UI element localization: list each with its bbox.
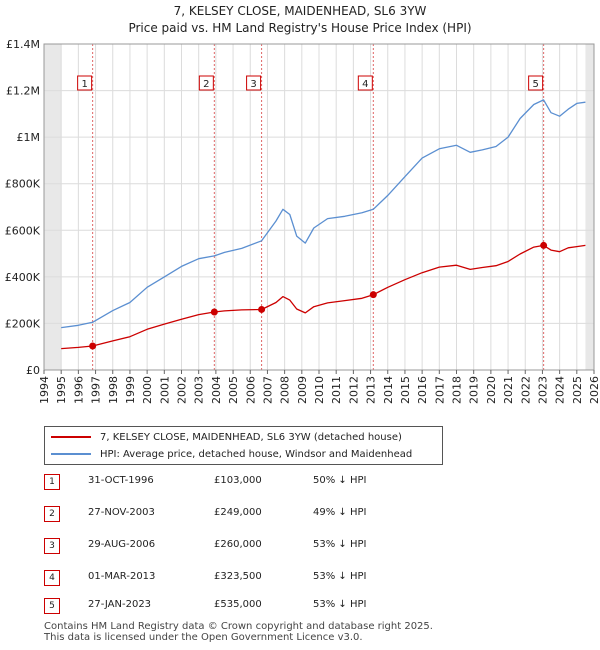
legend-item-property: 7, KELSEY CLOSE, MAIDENHEAD, SL6 3YW (de… <box>51 429 402 445</box>
sale-badge: 4 <box>44 570 60 586</box>
legend-swatch-hpi <box>51 453 91 455</box>
sale-price: £535,000 <box>214 599 262 610</box>
legend-label-property: 7, KELSEY CLOSE, MAIDENHEAD, SL6 3YW (de… <box>100 431 402 443</box>
chart-subtitle: Price paid vs. HM Land Registry's House … <box>128 21 472 35</box>
footer-notice: Contains HM Land Registry data © Crown c… <box>44 621 433 643</box>
sale-point <box>540 241 548 249</box>
legend-item-hpi: HPI: Average price, detached house, Wind… <box>51 446 412 462</box>
sale-hpi-diff: 53% ↓ HPI <box>313 599 367 610</box>
sale-badge-label: 3 <box>250 79 256 90</box>
x-tick-label: 1997 <box>90 376 103 404</box>
x-tick-label: 2023 <box>536 376 549 404</box>
chart-legend: 7, KELSEY CLOSE, MAIDENHEAD, SL6 3YW (de… <box>44 426 443 465</box>
x-tick-label: 1996 <box>72 376 85 404</box>
y-tick-label: £1.2M <box>6 85 40 98</box>
sale-badge: 1 <box>44 474 60 490</box>
sale-price: £103,000 <box>214 475 262 486</box>
sale-date: 01-MAR-2013 <box>88 571 156 582</box>
sale-price: £323,500 <box>214 571 262 582</box>
table-row: 4 01-MAR-2013 £323,500 53% ↓ HPI <box>0 568 600 588</box>
x-tick-label: 2002 <box>176 376 189 404</box>
x-tick-label: 2004 <box>210 376 223 404</box>
x-tick-label: 2011 <box>330 376 343 404</box>
sale-badge-box <box>528 75 544 91</box>
x-tick-label: 2001 <box>158 376 171 404</box>
x-tick-label: 2012 <box>347 376 360 404</box>
x-tick-label: 2014 <box>382 376 395 404</box>
legend-label-hpi: HPI: Average price, detached house, Wind… <box>100 448 413 460</box>
chart-title: 7, KELSEY CLOSE, MAIDENHEAD, SL6 3YW <box>173 4 427 18</box>
x-tick-label: 2024 <box>554 376 567 404</box>
series-line <box>61 99 586 329</box>
x-tick-label: 2006 <box>244 376 257 404</box>
x-tick-label: 2005 <box>227 376 240 404</box>
sale-badge: 3 <box>44 538 60 554</box>
x-tick-label: 1995 <box>55 376 68 404</box>
sale-badge-box <box>357 75 373 91</box>
sale-date: 29-AUG-2006 <box>88 539 156 550</box>
sale-price: £249,000 <box>214 507 262 518</box>
x-tick-label: 2017 <box>433 376 446 404</box>
x-tick-label: 2020 <box>485 376 498 404</box>
x-tick-label: 2021 <box>502 376 515 404</box>
y-tick-label: £400K <box>5 271 41 284</box>
legend-swatch-property <box>51 436 91 438</box>
sale-badge-box <box>77 75 93 91</box>
x-tick-label: 2019 <box>468 376 481 404</box>
footer-copyright: Contains HM Land Registry data © Crown c… <box>44 621 433 632</box>
sale-badge-label: 2 <box>203 79 209 90</box>
footer-licence: This data is licensed under the Open Gov… <box>44 632 363 643</box>
y-tick-label: £1.4M <box>6 38 40 51</box>
x-tick-label: 2010 <box>313 376 326 404</box>
sale-point <box>210 308 218 316</box>
x-tick-label: 2007 <box>261 376 274 404</box>
x-tick-label: 1998 <box>107 376 120 404</box>
sale-badge-box <box>198 75 214 91</box>
sale-point <box>369 291 377 299</box>
table-row: 2 27-NOV-2003 £249,000 49% ↓ HPI <box>0 504 600 524</box>
sale-badge-label: 5 <box>532 79 538 90</box>
sale-badge-label: 1 <box>81 79 87 90</box>
sale-badge: 5 <box>44 598 60 614</box>
x-tick-label: 2013 <box>365 376 378 404</box>
sale-hpi-diff: 53% ↓ HPI <box>313 571 367 582</box>
y-tick-label: £600K <box>5 224 41 237</box>
x-tick-label: 2018 <box>451 376 464 404</box>
no-data-region-start <box>44 44 62 370</box>
sale-hpi-diff: 53% ↓ HPI <box>313 539 367 550</box>
table-row: 5 27-JAN-2023 £535,000 53% ↓ HPI <box>0 596 600 616</box>
sale-point <box>89 342 97 350</box>
sale-price: £260,000 <box>214 539 262 550</box>
x-tick-label: 2000 <box>141 376 154 404</box>
x-tick-label: 2026 <box>588 376 600 404</box>
sale-badge-label: 4 <box>362 79 368 90</box>
no-data-region-end <box>585 44 594 370</box>
sale-date: 27-JAN-2023 <box>88 599 152 610</box>
table-row: 1 31-OCT-1996 £103,000 50% ↓ HPI <box>0 472 600 492</box>
x-tick-label: 2008 <box>279 376 292 404</box>
sale-hpi-diff: 50% ↓ HPI <box>313 475 367 486</box>
y-tick-label: £200K <box>5 317 41 330</box>
sale-point <box>258 305 266 313</box>
x-tick-label: 2015 <box>399 376 412 404</box>
sale-hpi-diff: 49% ↓ HPI <box>313 507 367 518</box>
y-tick-label: £800K <box>5 178 41 191</box>
sale-badge-box <box>246 75 262 91</box>
x-tick-label: 2016 <box>416 376 429 404</box>
sale-badge: 2 <box>44 506 60 522</box>
x-tick-label: 2009 <box>296 376 309 404</box>
y-tick-label: £0 <box>26 364 40 377</box>
price-chart: £0 £200K £400K £600K £800K £1M £1.2M £1.4M 1994 1… <box>5 38 600 404</box>
x-tick-label: 1999 <box>124 376 137 404</box>
table-row: 3 29-AUG-2006 £260,000 53% ↓ HPI <box>0 536 600 556</box>
x-tick-label: 2022 <box>519 376 532 404</box>
x-tick-label: 2003 <box>193 376 206 404</box>
sale-date: 31-OCT-1996 <box>88 475 154 486</box>
series-line <box>61 244 586 350</box>
sale-date: 27-NOV-2003 <box>88 507 155 518</box>
y-tick-label: £1M <box>17 131 41 144</box>
x-tick-label: 2025 <box>571 376 584 404</box>
x-tick-label: 1994 <box>38 376 51 404</box>
